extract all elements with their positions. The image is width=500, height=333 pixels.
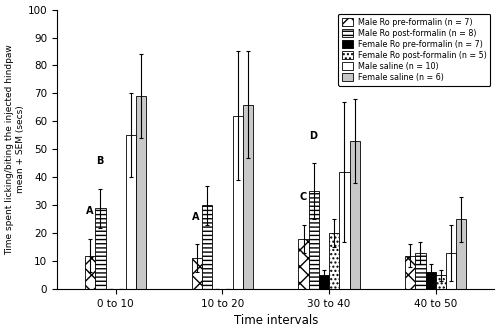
Bar <box>96 208 106 289</box>
Bar <box>136 96 146 289</box>
Bar <box>308 191 319 289</box>
Text: A: A <box>192 212 200 222</box>
Bar <box>232 116 243 289</box>
Bar <box>436 275 446 289</box>
Legend: Male Ro pre-formalin (n = 7), Male Ro post-formalin (n = 8), Female Ro pre-forma: Male Ro pre-formalin (n = 7), Male Ro po… <box>338 14 490 86</box>
Bar <box>426 272 436 289</box>
Bar <box>126 136 136 289</box>
Bar <box>350 141 360 289</box>
Bar <box>446 253 456 289</box>
Bar <box>319 275 329 289</box>
Bar <box>416 253 426 289</box>
Bar <box>329 233 340 289</box>
Bar <box>405 256 415 289</box>
Y-axis label: Time spent licking/biting the injected hindpaw
mean + SEM (secs): Time spent licking/biting the injected h… <box>6 44 25 255</box>
Bar <box>85 256 96 289</box>
Bar <box>243 105 253 289</box>
X-axis label: Time intervals: Time intervals <box>234 314 318 327</box>
Bar <box>202 205 212 289</box>
Text: C: C <box>299 192 306 202</box>
Bar <box>298 239 308 289</box>
Text: A: A <box>86 206 93 216</box>
Bar <box>192 258 202 289</box>
Text: B: B <box>96 156 103 166</box>
Bar <box>456 219 466 289</box>
Bar <box>340 172 349 289</box>
Text: D: D <box>309 131 317 141</box>
